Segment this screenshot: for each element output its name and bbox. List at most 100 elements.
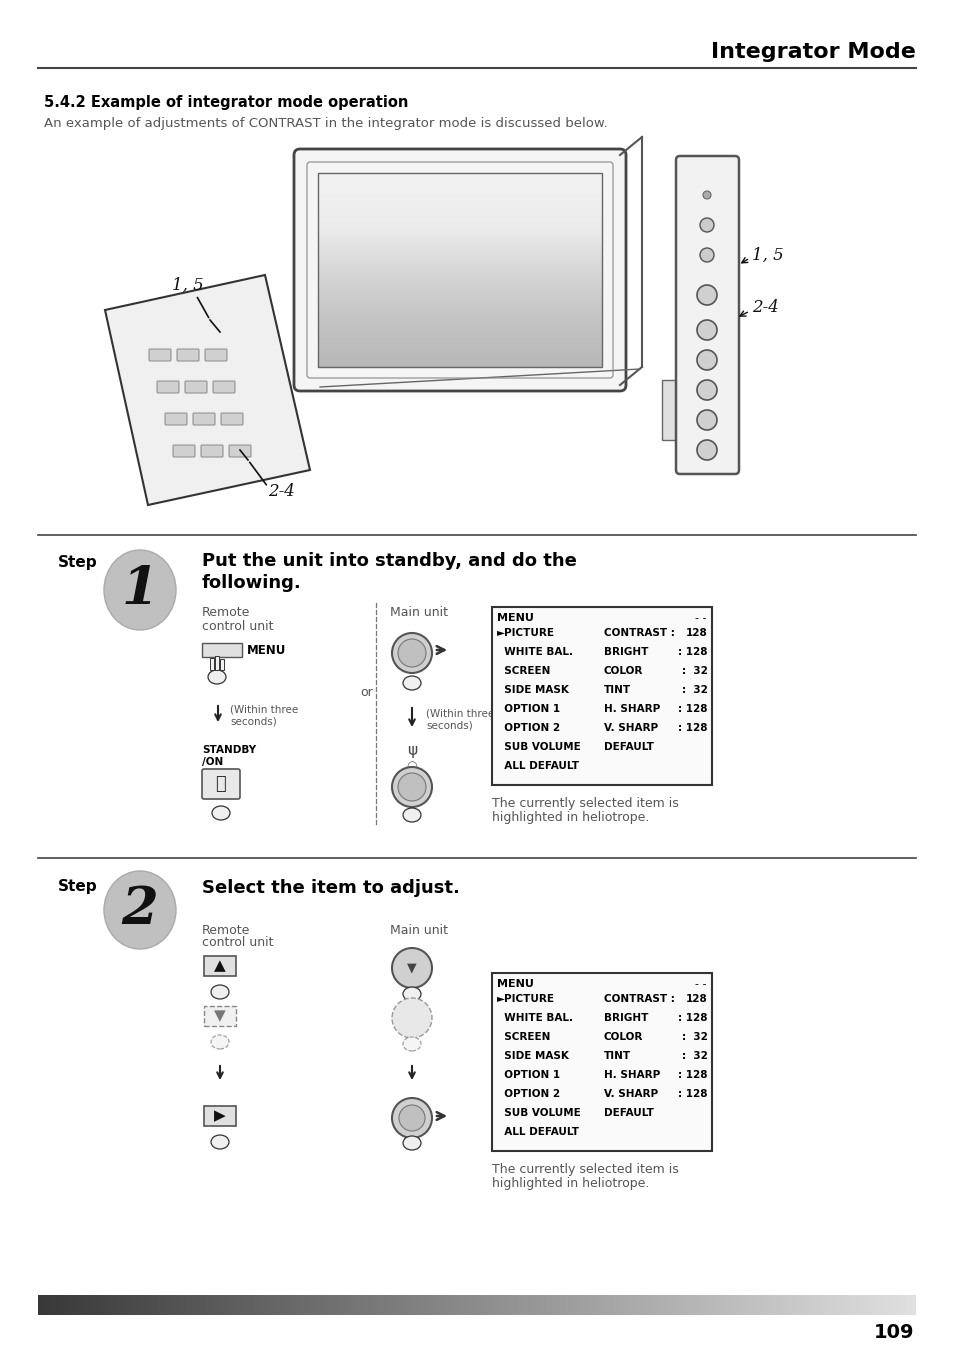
Text: OPTION 1: OPTION 1 (497, 1070, 559, 1079)
Bar (51, 1296, 55, 1315)
Bar (657, 1296, 660, 1315)
Text: H. SHARP: H. SHARP (603, 1070, 659, 1079)
Text: BRIGHT: BRIGHT (603, 647, 648, 657)
Bar (819, 1296, 823, 1315)
Bar (722, 1296, 726, 1315)
Text: WHITE BAL.: WHITE BAL. (497, 647, 573, 657)
Text: 1, 5: 1, 5 (172, 277, 204, 293)
Bar (766, 1296, 770, 1315)
Bar (805, 1296, 810, 1315)
Bar (595, 1296, 599, 1315)
Text: ○: ○ (406, 761, 417, 774)
Text: Remote: Remote (202, 607, 250, 620)
Bar (306, 1296, 310, 1315)
Bar (884, 1296, 889, 1315)
Bar (450, 1296, 455, 1315)
Text: OPTION 2: OPTION 2 (497, 723, 559, 734)
Ellipse shape (402, 1038, 420, 1051)
Bar (200, 1296, 205, 1315)
Text: ψ: ψ (407, 743, 416, 758)
Bar (731, 1296, 735, 1315)
Bar (775, 1296, 780, 1315)
Text: COLOR: COLOR (603, 666, 642, 676)
Bar (476, 1296, 481, 1315)
FancyBboxPatch shape (177, 349, 199, 361)
FancyBboxPatch shape (157, 381, 179, 393)
Bar (758, 1296, 761, 1315)
Bar (195, 1296, 200, 1315)
Bar (906, 1296, 911, 1315)
Bar (507, 1296, 512, 1315)
Text: (Within three: (Within three (426, 708, 494, 717)
Bar (178, 1296, 183, 1315)
Bar (849, 1296, 854, 1315)
Bar (880, 1296, 884, 1315)
Circle shape (397, 773, 426, 801)
Bar (350, 1296, 354, 1315)
FancyBboxPatch shape (213, 381, 234, 393)
Bar (682, 1296, 687, 1315)
Bar (380, 1296, 384, 1315)
Bar (713, 1296, 718, 1315)
Text: SCREEN: SCREEN (497, 1032, 550, 1042)
Bar (244, 1296, 249, 1315)
FancyBboxPatch shape (229, 444, 251, 457)
Ellipse shape (211, 985, 229, 998)
Text: 2-4: 2-4 (751, 300, 778, 316)
Bar (898, 1296, 902, 1315)
Bar (209, 1296, 213, 1315)
Bar (428, 1296, 433, 1315)
Bar (718, 1296, 722, 1315)
Bar (753, 1296, 758, 1315)
Bar (871, 1296, 876, 1315)
Bar (161, 1296, 165, 1315)
Text: Main unit: Main unit (390, 607, 448, 620)
Bar (823, 1296, 827, 1315)
Text: 1, 5: 1, 5 (751, 246, 783, 263)
Bar (635, 1296, 639, 1315)
Bar (95, 1296, 99, 1315)
FancyBboxPatch shape (193, 413, 214, 426)
Text: BRIGHT: BRIGHT (603, 1013, 648, 1023)
Text: SUB VOLUME: SUB VOLUME (497, 1108, 580, 1119)
Bar (332, 1296, 336, 1315)
Ellipse shape (402, 808, 420, 821)
Bar (613, 1296, 617, 1315)
Bar (661, 380, 681, 440)
Bar (603, 1296, 608, 1315)
Bar (288, 1296, 293, 1315)
Bar (827, 1296, 832, 1315)
Ellipse shape (402, 988, 420, 1001)
Circle shape (397, 639, 426, 667)
Bar (257, 1296, 262, 1315)
Bar (165, 1296, 170, 1315)
FancyBboxPatch shape (201, 444, 223, 457)
Bar (104, 1296, 108, 1315)
Text: ▼: ▼ (407, 962, 416, 974)
Text: V. SHARP: V. SHARP (603, 1089, 658, 1098)
Bar (845, 1296, 849, 1315)
Text: : 128: : 128 (678, 1070, 707, 1079)
Circle shape (700, 249, 713, 262)
Bar (134, 1296, 139, 1315)
Bar (274, 1296, 279, 1315)
Bar (542, 1296, 547, 1315)
Text: :  32: : 32 (681, 1032, 707, 1042)
Bar (586, 1296, 591, 1315)
Text: seconds): seconds) (426, 720, 473, 730)
Text: MENU: MENU (497, 613, 534, 623)
Text: or: or (359, 686, 373, 700)
Bar (551, 1296, 556, 1315)
Bar (279, 1296, 284, 1315)
Text: - -: - - (695, 979, 706, 989)
Text: H. SHARP: H. SHARP (603, 704, 659, 713)
Bar (384, 1296, 389, 1315)
Text: MENU: MENU (497, 979, 534, 989)
Bar (183, 1296, 187, 1315)
Bar (556, 1296, 559, 1315)
Bar (69, 1296, 73, 1315)
Bar (73, 1296, 77, 1315)
FancyBboxPatch shape (205, 349, 227, 361)
Text: :  32: : 32 (681, 685, 707, 694)
Bar (406, 1296, 411, 1315)
